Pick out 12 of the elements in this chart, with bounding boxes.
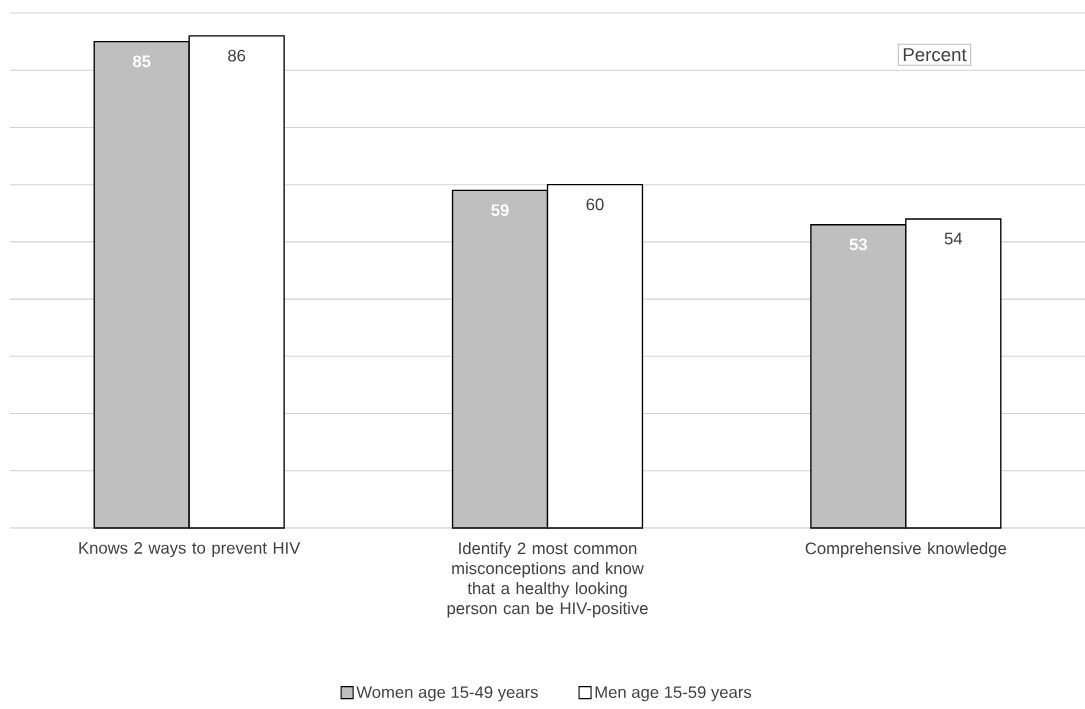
x-tick-label: Comprehensive knowledge <box>805 541 1007 558</box>
data-label: 85 <box>132 55 151 68</box>
x-tick-label: Identify 2 most common misconceptions and know that a healthy looking person can be HIV-positive <box>447 541 648 618</box>
data-label: 59 <box>491 204 509 217</box>
legend-label: Men age 15-59 years <box>595 686 752 702</box>
x-tick-label: Knows 2 ways to prevent HIV <box>79 542 301 558</box>
data-label: 60 <box>586 198 604 211</box>
annotation: Percent <box>903 48 967 62</box>
data-label: 53 <box>849 238 868 251</box>
data-label: 54 <box>944 232 963 245</box>
legend-label: Women age 15-49 years <box>356 686 538 702</box>
data-label: 86 <box>228 49 246 62</box>
